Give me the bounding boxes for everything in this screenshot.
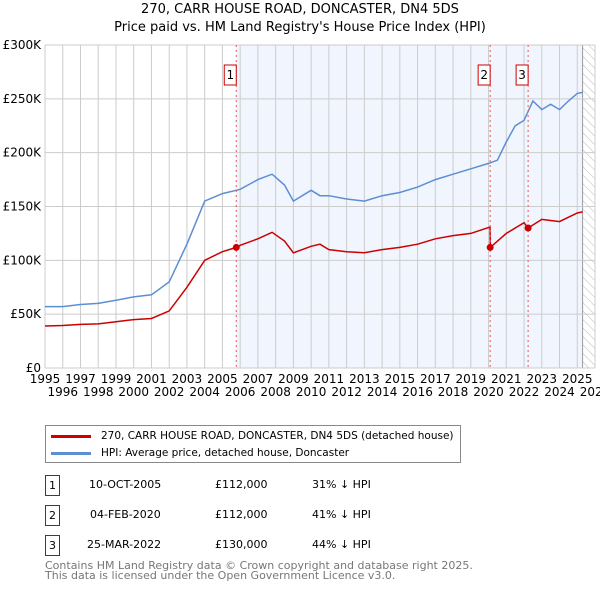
- x-tick-label: 2021: [491, 372, 522, 386]
- legend: 270, CARR HOUSE ROAD, DONCASTER, DN4 5DS…: [45, 425, 461, 463]
- sale-date: 25-MAR-2022: [87, 538, 162, 551]
- sale-marker: 1: [45, 475, 60, 496]
- x-tick-label: 1999: [101, 372, 132, 386]
- sale-label-box: [515, 64, 529, 86]
- x-tick-label: 2014: [367, 385, 398, 399]
- x-tick-label: 2007: [243, 372, 274, 386]
- sale-label: 2: [480, 68, 488, 82]
- sale-hpi: 41% ↓ HPI: [312, 508, 371, 521]
- x-tick-label: 2019: [456, 372, 487, 386]
- x-tick-label: 2025: [562, 372, 593, 386]
- footer: Contains HM Land Registry data © Crown c…: [45, 559, 473, 582]
- x-tick-label: 2018: [438, 385, 469, 399]
- legend-label-price: 270, CARR HOUSE ROAD, DONCASTER, DN4 5DS…: [101, 430, 454, 442]
- sale-hpi: 31% ↓ HPI: [312, 478, 371, 491]
- x-tick-label: 2015: [385, 372, 416, 386]
- sale-marker: 3: [45, 535, 60, 556]
- legend-blue-swatch: [51, 451, 91, 455]
- x-tick-label: 2003: [172, 372, 203, 386]
- x-tick-label: 2008: [260, 385, 291, 399]
- sale-row: 2 04-FEB-2020 £112,000 41% ↓ HPI: [45, 505, 545, 526]
- x-tick-label: 2024: [544, 385, 575, 399]
- x-tick-label: 1996: [47, 385, 78, 399]
- x-tick-label: 2012: [331, 385, 362, 399]
- footer-line-2: This data is licensed under the Open Gov…: [45, 569, 396, 582]
- y-tick-label: £300K: [3, 38, 43, 52]
- x-tick-label: 1998: [83, 385, 114, 399]
- y-tick-label: £0: [26, 361, 41, 375]
- x-tick-label: 2017: [420, 372, 451, 386]
- x-tick-label: 2023: [527, 372, 558, 386]
- sale-label-box: [223, 64, 237, 86]
- y-tick-label: £50K: [10, 307, 42, 321]
- sale-label: 1: [226, 68, 234, 82]
- y-tick-label: £100K: [3, 253, 43, 267]
- x-tick-label: 2009: [278, 372, 309, 386]
- x-tick-label: 2013: [349, 372, 380, 386]
- x-tick-label: 1995: [30, 372, 61, 386]
- x-tick-label: 2006: [225, 385, 256, 399]
- price-paid-line: [44, 211, 583, 327]
- sale-row: 3 25-MAR-2022 £130,000 44% ↓ HPI: [45, 535, 545, 556]
- x-tick-label: 2022: [509, 385, 540, 399]
- x-tick-label: 2004: [189, 385, 220, 399]
- x-tick-label: 2011: [314, 372, 345, 386]
- sale-date: 04-FEB-2020: [90, 508, 161, 521]
- legend-red-swatch: [51, 434, 91, 438]
- x-tick-label: 2016: [402, 385, 433, 399]
- y-tick-label: £150K: [3, 200, 43, 214]
- x-tick-label: 2000: [118, 385, 149, 399]
- y-tick-label: £250K: [3, 92, 43, 106]
- x-tick-label: 2010: [296, 385, 327, 399]
- x-tick-label: 2026: [580, 385, 600, 399]
- chart-title: 270, CARR HOUSE ROAD, DONCASTER, DN4 5DS: [141, 2, 459, 17]
- footer-line-1: Contains HM Land Registry data © Crown c…: [45, 559, 473, 572]
- sale-point: [232, 243, 240, 251]
- hpi-line: [45, 91, 583, 308]
- x-tick-label: 2001: [136, 372, 167, 386]
- chart-subtitle: Price paid vs. HM Land Registry's House …: [114, 20, 486, 35]
- sale-price: £112,000: [215, 508, 268, 521]
- sale-label: 3: [518, 68, 526, 82]
- x-tick-label: 1997: [65, 372, 96, 386]
- sale-hpi: 44% ↓ HPI: [312, 538, 371, 551]
- sale-label-box: [477, 64, 491, 86]
- sale-date: 10-OCT-2005: [89, 478, 162, 491]
- sale-point: [486, 243, 494, 251]
- sale-point: [524, 224, 532, 232]
- x-tick-label: 2002: [154, 385, 185, 399]
- x-tick-label: 2020: [473, 385, 504, 399]
- sale-price: £130,000: [215, 538, 268, 551]
- price-chart: 1 2 31995199619971998199920002001200220032…: [3, 38, 600, 399]
- sale-row: 1 10-OCT-2005 £112,000 31% ↓ HPI: [45, 475, 545, 496]
- x-tick-label: 2005: [207, 372, 238, 386]
- y-tick-label: £200K: [3, 146, 43, 160]
- legend-label-hpi: HPI: Average price, detached house, Donc…: [101, 447, 350, 459]
- sale-price: £112,000: [215, 478, 268, 491]
- sale-marker: 2: [45, 505, 60, 526]
